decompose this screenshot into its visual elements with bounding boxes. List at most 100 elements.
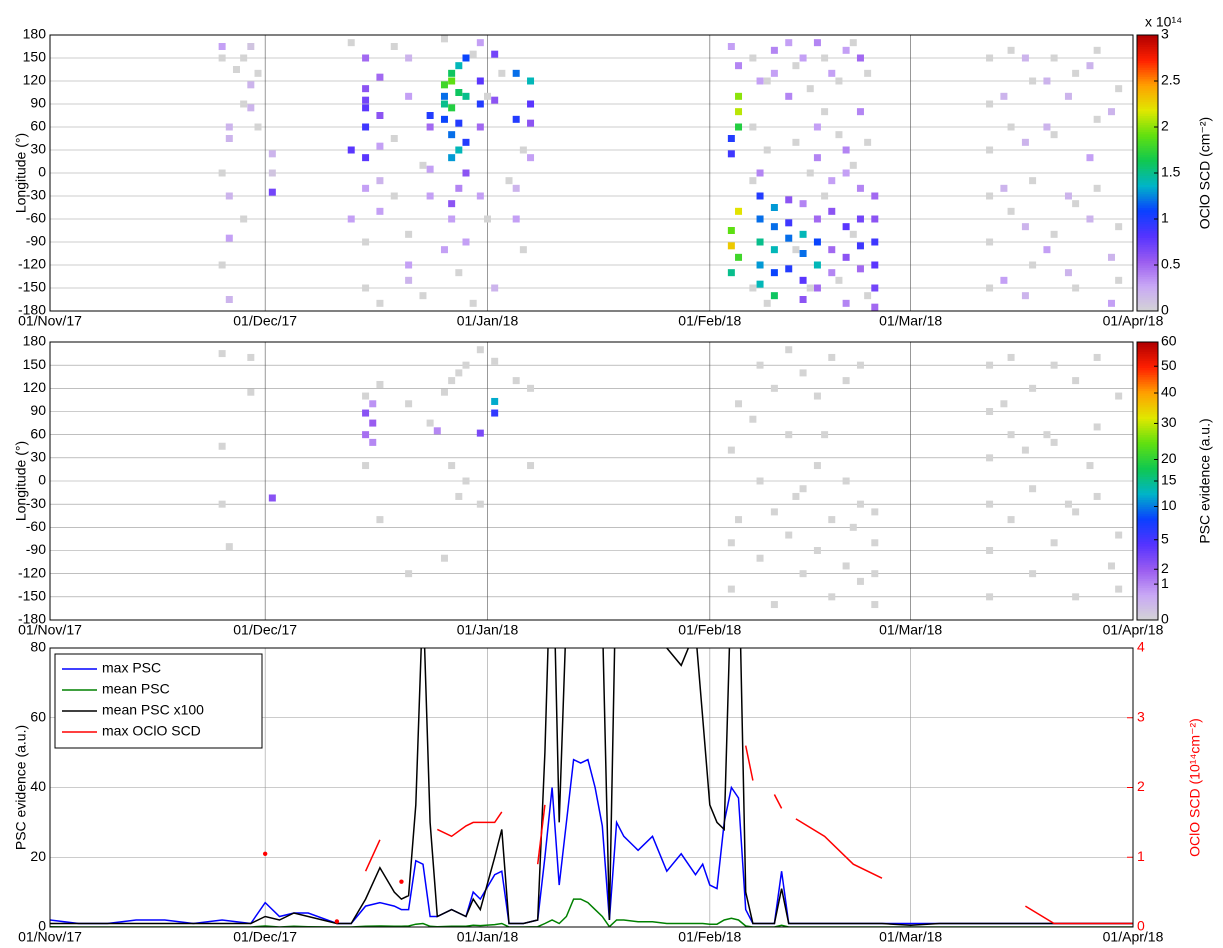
cell [1072,69,1080,77]
colorbar-tick-label: 0.5 [1161,256,1181,272]
cell [1107,299,1115,307]
cell [806,169,814,177]
cell [1021,446,1029,454]
cell [491,284,499,292]
cell [476,192,484,200]
colorbar-swatch [1137,441,1158,445]
colorbar-tick-label: 30 [1161,414,1177,430]
colorbar-swatch [1137,191,1158,195]
x-tick-label: 01/Nov/17 [18,929,82,945]
cell [498,69,506,77]
colorbar-swatch [1137,269,1158,273]
colorbar-swatch [1137,538,1158,542]
colorbar-swatch [1137,124,1158,128]
cell [512,215,520,223]
colorbar-swatch [1137,246,1158,250]
colorbar-swatch [1137,541,1158,545]
cell [735,400,743,408]
cell [455,369,463,377]
cell [770,601,778,609]
colorbar-tick-label: 1 [1161,575,1169,591]
point [399,879,404,884]
cell [362,85,370,93]
cell [462,92,470,100]
colorbar-swatch [1137,168,1158,172]
colorbar-swatch [1137,552,1158,556]
colorbar-swatch [1137,411,1158,415]
colorbar-swatch [1137,599,1158,602]
colorbar-swatch [1137,281,1158,284]
cell [247,388,255,396]
cell [770,269,778,277]
colorbar-swatch [1137,193,1158,197]
colorbar-swatch [1137,587,1158,591]
cell [785,219,793,227]
cell [376,207,384,215]
cell [756,361,764,369]
cell [218,43,226,50]
colorbar-swatch [1137,483,1158,487]
colorbar-swatch [1137,589,1158,593]
cell [455,492,463,500]
colorbar-swatch [1137,90,1158,93]
colorbar-tick-label: 1.5 [1161,164,1181,180]
colorbar-swatch [1137,209,1158,213]
colorbar-swatch [1137,297,1158,300]
cell [828,246,836,254]
cell [842,299,850,307]
colorbar-swatch [1137,71,1158,75]
colorbar-swatch [1137,464,1158,468]
cell [1050,131,1058,139]
cell [813,284,821,292]
cell [225,234,233,242]
colorbar-swatch [1137,383,1158,387]
colorbar-swatch [1137,163,1158,167]
cell [440,100,448,108]
colorbar-swatch [1137,235,1158,238]
y-tick-label: 120 [23,72,47,88]
cell [835,131,843,139]
y-tick-label: -30 [26,187,46,203]
cell [240,100,248,108]
y2-tick-label: 0 [1137,918,1145,934]
cell [986,361,994,369]
colorbar-swatch [1137,60,1158,64]
colorbar-swatch [1137,122,1158,126]
x-tick-label: 01/Apr/18 [1103,313,1164,329]
colorbar-swatch [1137,87,1158,91]
cell [770,204,778,211]
colorbar-swatch [1137,386,1158,389]
cell [1107,562,1115,570]
cell [1029,177,1037,185]
cell [1086,62,1094,70]
colorbar-swatch [1137,242,1158,245]
cell [856,242,864,250]
cell [813,462,821,470]
cell [1043,123,1051,131]
cell [376,73,384,81]
cell [1050,539,1058,547]
cell [426,165,434,173]
colorbar-swatch [1137,35,1158,38]
colorbar-swatch [1137,230,1158,234]
colorbar-swatch [1137,278,1158,282]
colorbar-swatch [1137,92,1158,96]
cell [986,593,994,601]
colorbar-swatch [1137,478,1158,482]
colorbar-swatch [1137,455,1158,459]
cell [376,516,384,524]
cell [218,54,226,62]
cell [871,261,879,269]
colorbar-swatch [1137,99,1158,103]
cell [405,400,413,408]
colorbar-swatch [1137,367,1158,371]
colorbar-swatch [1137,474,1158,477]
colorbar-swatch [1137,104,1158,107]
colorbar-swatch [1137,145,1158,149]
cell [1115,276,1123,284]
y-tick-label: 60 [30,118,46,134]
colorbar-swatch [1137,490,1158,494]
colorbar-swatch [1137,342,1158,345]
colorbar-swatch [1137,404,1158,408]
cell [770,223,778,231]
